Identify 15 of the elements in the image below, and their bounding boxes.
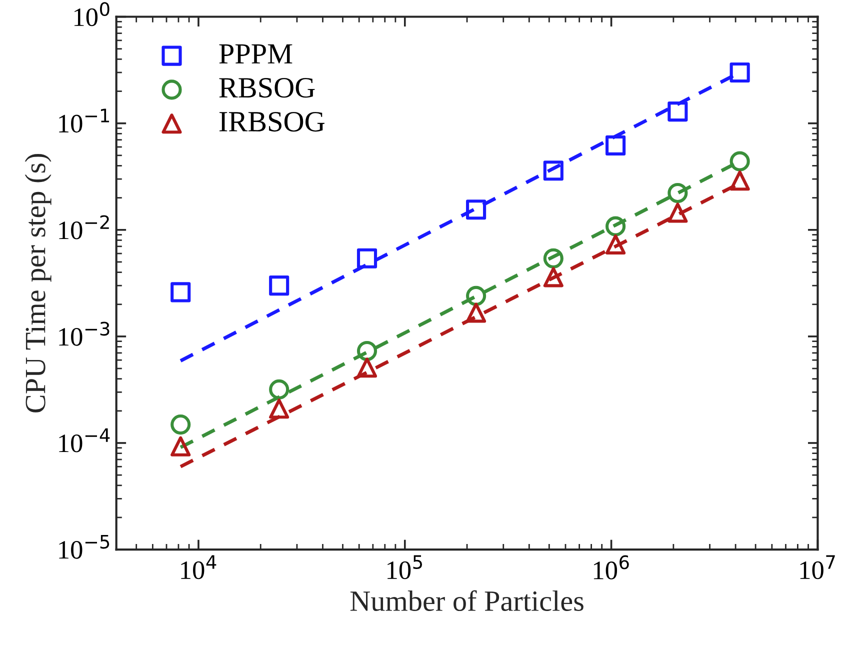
legend-label: IRBSOG bbox=[219, 112, 324, 132]
x-tick-label: 10$^{4}$ bbox=[181, 555, 216, 580]
y-tick-label: 10$^{−1}$ bbox=[59, 108, 110, 133]
y-tick-label: 10$^{−2}$ bbox=[59, 215, 109, 240]
x-axis-title: Number of Particles bbox=[350, 590, 584, 612]
x-tick-label: 10$^{7}$ bbox=[800, 555, 835, 580]
y-axis-title: CPU Time per step (s) bbox=[24, 154, 52, 412]
y-tick-label: 10$^{−3}$ bbox=[59, 322, 110, 346]
y-tick-label: 10$^{−5}$ bbox=[59, 534, 110, 559]
legend-label: PPPM bbox=[219, 44, 292, 64]
legend-label: RBSOG bbox=[219, 78, 315, 98]
x-tick-label: 10$^{6}$ bbox=[594, 555, 629, 580]
y-tick-label: 10$^{−4}$ bbox=[59, 428, 110, 452]
x-tick-label: 10$^{5}$ bbox=[388, 555, 422, 580]
y-tick-label: 10$^{0}$ bbox=[74, 2, 110, 26]
